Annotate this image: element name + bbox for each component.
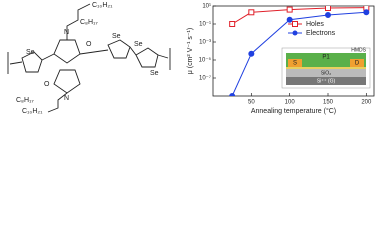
legend-marker: [292, 30, 298, 36]
chain: [66, 3, 91, 40]
legend-marker: [292, 21, 298, 27]
atom-label: Se: [112, 33, 121, 40]
y-axis-label: μ (cm² V⁻¹ s⁻¹): [187, 28, 194, 74]
bond: [41, 53, 55, 61]
figure: C₁₀H₂₁ C₈H₁₇ Se N O O N Se Se Se C₈H₁₇ C…: [7, 2, 375, 115]
ring: [53, 39, 81, 64]
x-tick-label: 150: [323, 100, 334, 106]
point: [229, 21, 236, 27]
atom-label: Se: [150, 70, 159, 77]
atom-label: O: [86, 41, 92, 48]
y-tick-label: 10⁻⁷: [199, 75, 211, 82]
atom-label: C₁₀H₂₁: [22, 108, 43, 115]
point: [325, 6, 331, 11]
inset-gate: [286, 77, 366, 85]
inset-label: P1: [322, 55, 330, 61]
x-tick-label: 200: [361, 100, 372, 106]
bond: [9, 61, 23, 65]
inset-label: Si⁺⁺ (G): [317, 78, 336, 84]
point: [229, 93, 236, 96]
point: [325, 12, 331, 18]
y-tick-label: 10⁻¹: [199, 22, 211, 28]
point: [363, 9, 370, 16]
point: [248, 50, 255, 57]
atom-label: Se: [134, 41, 143, 48]
chart: 10¹ 10⁻¹ 10⁻³ 10⁻⁵ 10⁻⁷ 50 100 150 200 Annealing …: [187, 4, 375, 115]
atom-label: N: [64, 95, 69, 102]
y-tick-label: 10⁻⁵: [199, 57, 212, 64]
point: [286, 16, 293, 23]
y-tick-label: 10⁻³: [199, 40, 211, 46]
inset-dielectric: [286, 69, 366, 77]
inset-label: S: [293, 61, 297, 67]
inset-source: [288, 59, 302, 67]
atom-label: O: [44, 81, 50, 88]
atom-label: N: [64, 29, 69, 36]
y-tick-label: 10¹: [202, 4, 211, 10]
inset-label: SiO₂: [321, 70, 331, 76]
inset-drain: [350, 59, 364, 67]
ring: [53, 69, 81, 94]
atom-label: C₈H₁₇: [80, 19, 98, 26]
x-tick-label: 50: [248, 100, 255, 106]
legend-label: Holes: [306, 21, 324, 28]
atom-label: C₁₀H₂₁: [92, 2, 113, 9]
bond: [157, 54, 169, 59]
atom-label: Se: [26, 49, 35, 56]
plot-frame: [212, 5, 375, 97]
point: [248, 9, 255, 16]
x-tick-label: 100: [285, 100, 296, 106]
inset-label: HMDS: [351, 47, 366, 53]
ring: [107, 39, 131, 59]
legend-label: Electrons: [306, 30, 336, 37]
molecule: C₁₀H₂₁ C₈H₁₇ Se N O O N Se Se Se C₈H₁₇ C…: [7, 2, 171, 115]
bond: [79, 49, 109, 55]
ring: [135, 47, 159, 68]
inset-semiconductor: [286, 53, 366, 67]
inset-label: D: [355, 61, 360, 67]
ring: [21, 51, 43, 73]
point: [286, 6, 293, 13]
inset-hmds: [286, 67, 366, 69]
bond: [129, 46, 137, 56]
chain: [47, 92, 68, 113]
atom-label: C₈H₁₇: [16, 97, 34, 104]
x-axis-label: Annealing temperature (°C): [251, 107, 336, 115]
